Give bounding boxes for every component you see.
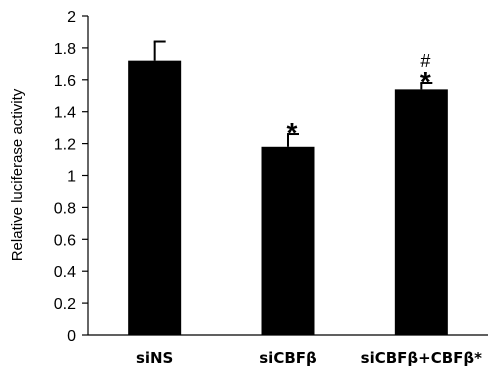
category-label-1: siCBFβ (259, 349, 317, 367)
y-tick-label: 0.8 (54, 200, 76, 217)
y-tick-label: 0.6 (54, 232, 76, 249)
category-label-0: siNS (136, 349, 173, 367)
significance-star-2: * (420, 66, 431, 97)
bars-group (128, 60, 448, 336)
y-tick-label: 0.4 (54, 264, 76, 281)
bar-1 (261, 146, 315, 335)
y-tick-label: 1.6 (54, 73, 76, 90)
y-tick-label: 0.2 (54, 296, 76, 313)
category-labels: siNS siCBFβ siCBFβ+CBFβ* (136, 349, 482, 367)
significance-star-1: * (287, 117, 298, 148)
y-axis-ticks: 0 0.2 0.4 0.6 0.8 1 1.2 1.4 1.6 1.8 2 (54, 9, 88, 345)
y-tick-label: 1.4 (54, 105, 76, 122)
y-tick-label: 1.8 (54, 41, 76, 58)
y-tick-label: 1 (67, 169, 76, 186)
annotations-group: **# (287, 51, 431, 148)
significance-hash-2: # (420, 51, 430, 71)
bar-2 (394, 89, 448, 336)
category-label-2: siCBFβ+CBFβ* (361, 349, 482, 367)
y-tick-label: 1.2 (54, 137, 76, 154)
bar-0 (128, 60, 182, 335)
y-tick-label: 2 (67, 9, 76, 26)
error-bars-group (153, 40, 433, 147)
y-axis-title: Relative luciferase activity (9, 88, 26, 261)
y-tick-label: 0 (67, 328, 76, 345)
